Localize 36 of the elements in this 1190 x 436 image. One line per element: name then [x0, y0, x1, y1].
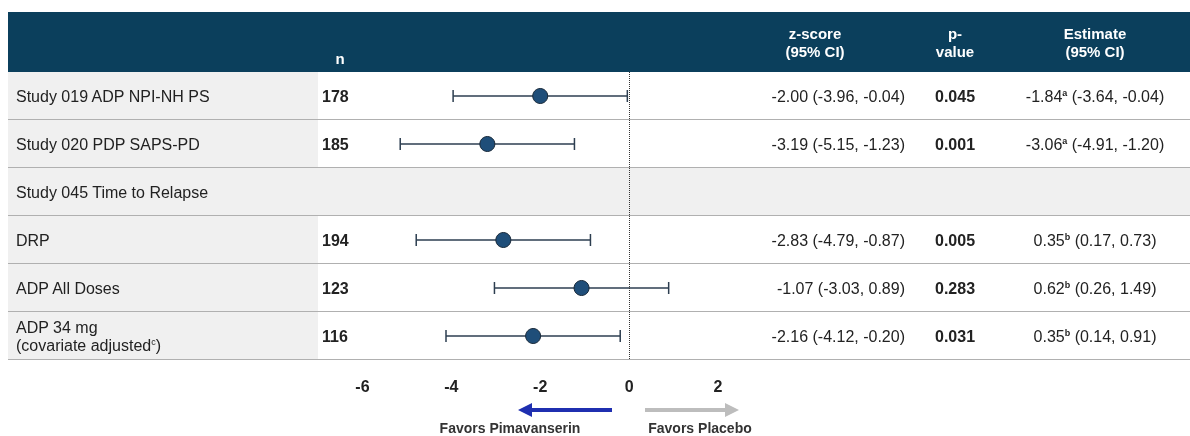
annotation: 123 [322, 279, 349, 297]
annotation: -2.00 (-3.96, -0.04) [771, 87, 905, 105]
annotation: 0.045 [934, 87, 976, 105]
annotation: 178 [322, 87, 349, 105]
x-tick-label: -2 [533, 377, 548, 395]
annotation: 185 [322, 135, 349, 153]
annotation: 0.005 [934, 231, 976, 249]
x-tick-label: -6 [355, 377, 370, 395]
point [525, 328, 542, 344]
annotation: 0.283 [934, 279, 976, 297]
annotation: -2.83 (-4.79, -0.87) [771, 231, 905, 249]
annotation: -2.16 (-4.12, -0.20) [771, 327, 905, 345]
point [495, 232, 512, 248]
x-tick-label: -4 [444, 377, 459, 395]
annotation: 194 [322, 231, 349, 249]
annotation: 0.001 [934, 135, 976, 153]
y-tick-label: ADP All Doses [16, 279, 120, 297]
annotation: 116 [322, 327, 348, 345]
point [532, 88, 549, 104]
text: z-score (95% CI) [785, 24, 845, 60]
text: Estimate (95% CI) [1063, 24, 1127, 60]
y-tick-label: Study 045 Time to Relapse [16, 183, 209, 201]
x-tick-label: 2 [713, 377, 723, 395]
y-tick-label: Study 020 PDP SAPS-PD [16, 135, 200, 153]
annotation: -1.07 (-3.03, 0.89) [776, 279, 905, 297]
y-tick-label: DRP [16, 231, 50, 249]
y-tick-label: Study 019 ADP NPI-NH PS [16, 87, 210, 105]
x-tick-label: 0 [624, 377, 634, 395]
point [479, 136, 496, 152]
text: p- value [935, 24, 975, 60]
annotation: 0.031 [934, 327, 976, 345]
text: Favors Placebo [648, 420, 752, 436]
point [573, 280, 590, 296]
annotation: -3.19 (-5.15, -1.23) [771, 135, 905, 153]
text: n [335, 49, 345, 67]
text: Favors Pimavanserin [439, 420, 581, 436]
